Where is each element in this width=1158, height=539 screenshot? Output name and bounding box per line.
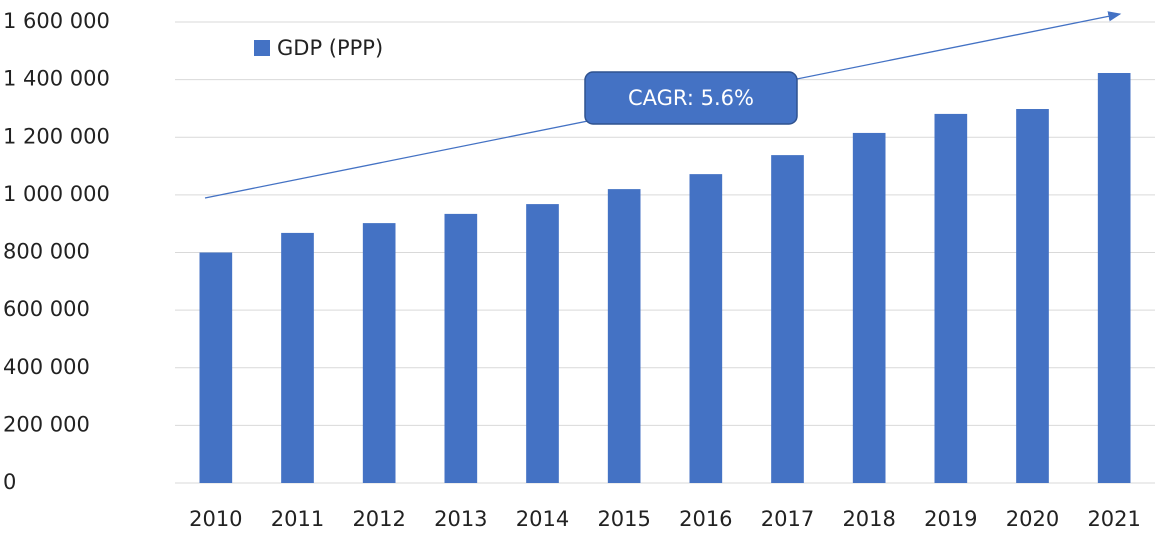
x-tick-label: 2020 bbox=[1006, 507, 1059, 531]
bar bbox=[444, 213, 478, 484]
y-tick-label: 600 000 bbox=[3, 297, 90, 321]
x-tick-label: 2010 bbox=[189, 507, 242, 531]
y-tick-label: 0 bbox=[3, 470, 16, 494]
legend-swatch bbox=[254, 40, 270, 56]
bar bbox=[1097, 72, 1131, 484]
bars bbox=[199, 72, 1131, 484]
x-tick-label: 2012 bbox=[352, 507, 405, 531]
grid: 0 200 000 400 000 600 000 800 000 1 000 000 1 … bbox=[3, 9, 1155, 531]
bar bbox=[852, 132, 886, 483]
x-tick-label: 2018 bbox=[842, 507, 895, 531]
bar bbox=[771, 155, 804, 483]
bar bbox=[199, 252, 233, 483]
annotation: CAGR: 5.6% bbox=[628, 86, 754, 110]
bar bbox=[689, 174, 723, 483]
bar bbox=[362, 223, 396, 483]
bar bbox=[607, 189, 641, 484]
y-tick-label: 1 400 000 bbox=[3, 67, 110, 91]
y-tick-label: 200 000 bbox=[3, 412, 90, 436]
x-tick-label: 2017 bbox=[761, 507, 814, 531]
bar bbox=[526, 204, 559, 483]
y-tick-label: 800 000 bbox=[3, 240, 90, 264]
y-tick-label: 1 000 000 bbox=[3, 182, 110, 206]
legend-label: GDP (PPP) bbox=[277, 36, 383, 60]
y-tick-label: 1 600 000 bbox=[3, 9, 110, 33]
x-tick-label: 2015 bbox=[597, 507, 650, 531]
bar bbox=[934, 113, 968, 484]
x-tick-label: 2016 bbox=[679, 507, 732, 531]
x-tick-label: 2014 bbox=[516, 507, 569, 531]
y-tick-label: 400 000 bbox=[3, 355, 90, 379]
x-tick-label: 2021 bbox=[1087, 507, 1140, 531]
bar bbox=[281, 232, 314, 483]
y-tick-label: 1 200 000 bbox=[3, 124, 110, 148]
bar bbox=[1016, 109, 1049, 484]
x-tick-label: 2019 bbox=[924, 507, 977, 531]
x-tick-label: 2013 bbox=[434, 507, 487, 531]
x-tick-label: 2011 bbox=[271, 507, 324, 531]
annotation-box bbox=[584, 71, 798, 125]
